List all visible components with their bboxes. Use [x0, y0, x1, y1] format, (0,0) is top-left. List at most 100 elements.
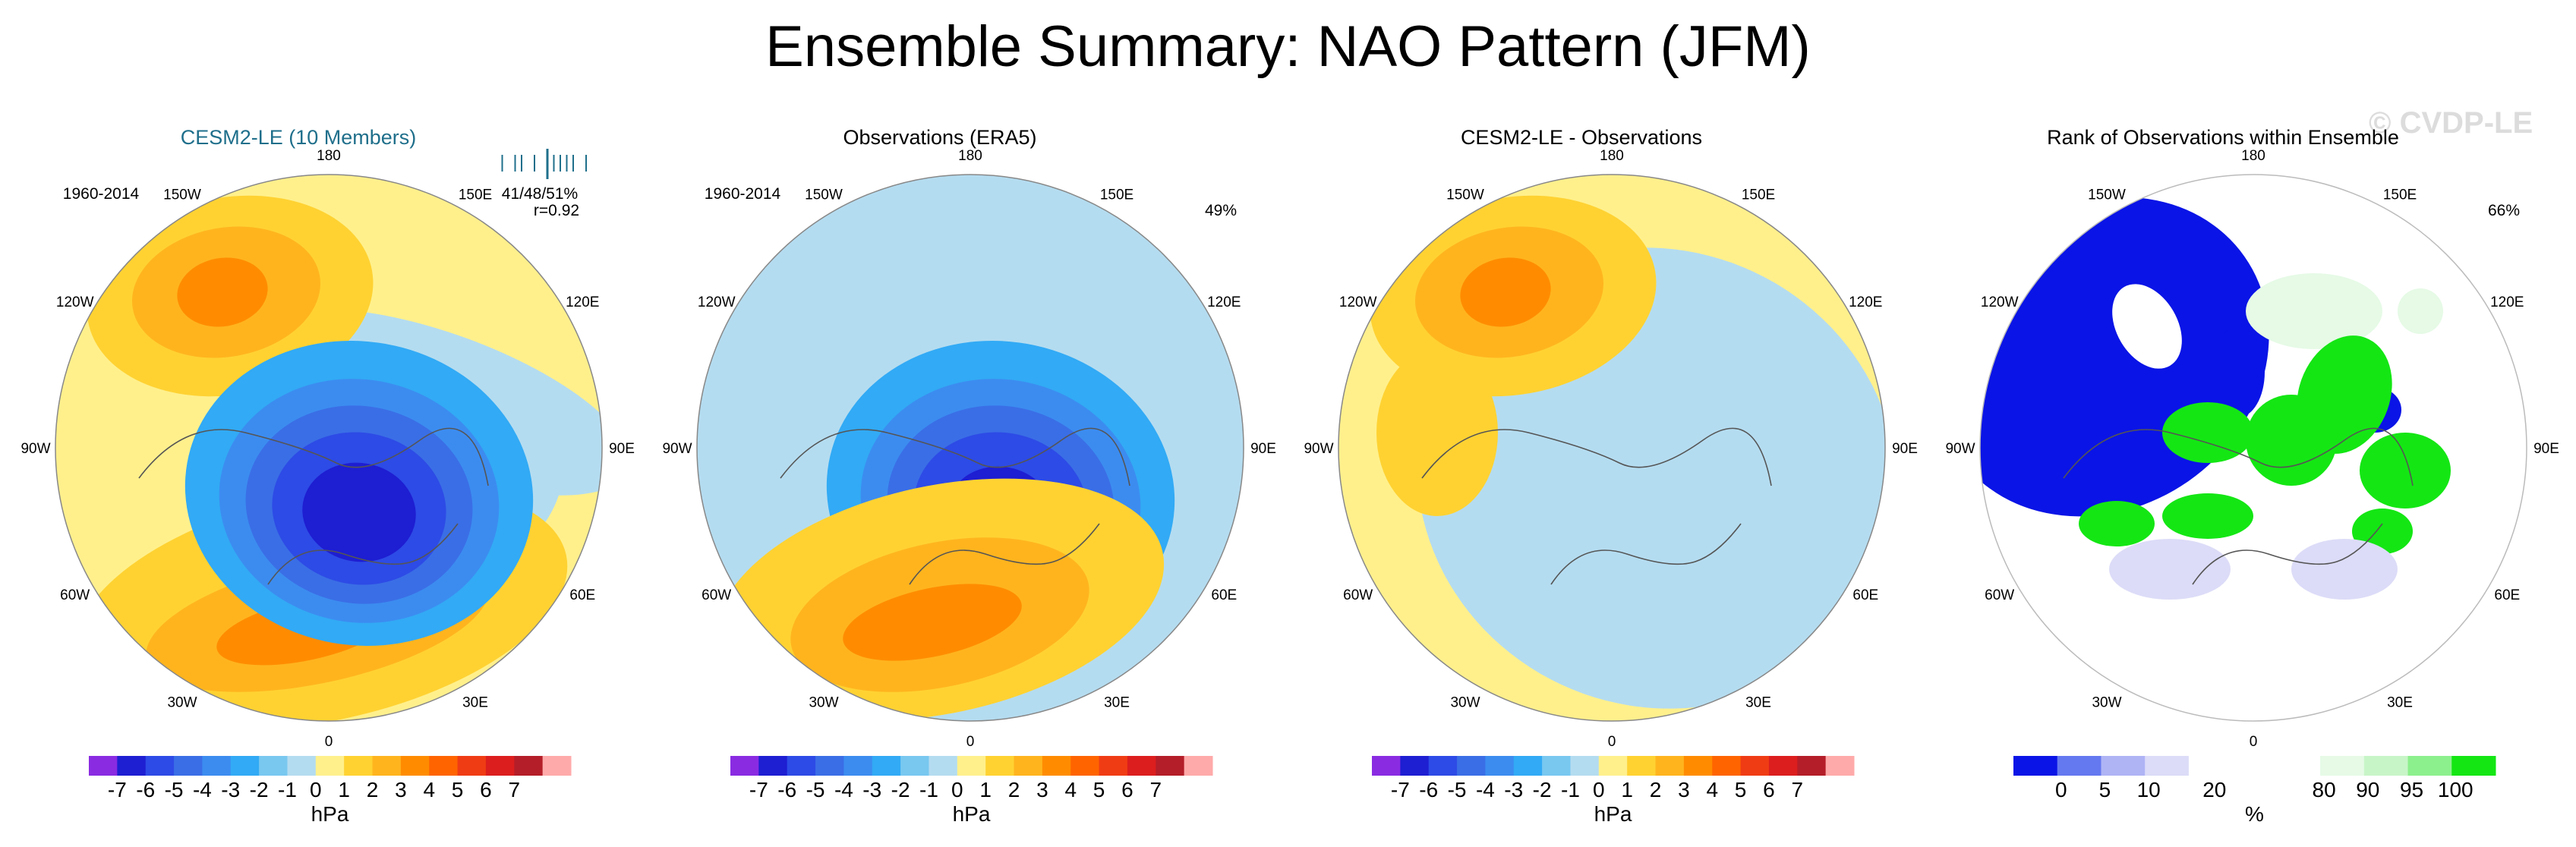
colorbar-tick-label: -5 [1448, 778, 1467, 801]
colorbar-swatch [344, 756, 374, 776]
contour-blob [843, 584, 1022, 661]
colorbar-tick-label: 1 [338, 778, 350, 801]
colorbar-swatch [815, 756, 844, 776]
longitude-label: 180 [958, 148, 982, 164]
rank-patch [2291, 539, 2398, 600]
longitude-label: 30E [2387, 694, 2413, 710]
longitude-label: 180 [1600, 148, 1624, 164]
longitude-label: 150E [1742, 187, 1775, 203]
colorbar-tick-label: 7 [509, 778, 521, 801]
contour-blob [1460, 257, 1551, 327]
longitude-label: 180 [317, 148, 341, 164]
colorbar-swatch [2363, 756, 2409, 776]
rank-patch [2212, 326, 2265, 417]
colorbar-swatch [230, 756, 260, 776]
contour-blob [302, 462, 416, 562]
coastline [267, 523, 459, 585]
longitude-label: 120W [1339, 294, 1377, 310]
colorbar-tick-label: -3 [221, 778, 240, 801]
longitude-label: 60E [1211, 587, 1237, 603]
longitude-label: 60E [569, 587, 595, 603]
colorbar-swatch [514, 756, 544, 776]
colorbar-tick-label: 3 [1678, 778, 1690, 801]
longitude-label: 150E [2383, 187, 2417, 203]
colorbar-tick-label: -5 [806, 778, 825, 801]
longitude-label: 120W [698, 294, 736, 310]
colorbar-tick-label: 6 [1763, 778, 1775, 801]
map-panel-4: 180 150E 120E 90E 60E 30E 0 30W 60W 90W 120W 150W Ra… [1945, 126, 2559, 826]
colorbar-swatch [1683, 756, 1713, 776]
coastline [2192, 523, 2383, 585]
colorbar-tick-label: -1 [1561, 778, 1580, 801]
colorbar-swatch [2232, 756, 2277, 776]
colorbar-swatch [542, 756, 572, 776]
colorbar-tick-label: -2 [891, 778, 910, 801]
colorbar-tick-label: -5 [165, 778, 184, 801]
colorbar-swatch [117, 756, 147, 776]
longitude-label: 90W [662, 441, 692, 457]
colorbar-swatch [985, 756, 1015, 776]
panel-period: 1960-2014 [63, 185, 140, 203]
colorbar-swatch [843, 756, 873, 776]
colorbar-tick-label: -4 [834, 778, 853, 801]
colorbar-swatch [315, 756, 345, 776]
map-field [697, 197, 1198, 721]
colorbar-swatch [1768, 756, 1798, 776]
colorbar-tick-label: 2 [1008, 778, 1020, 801]
panel-stat: 49% [1205, 202, 1237, 219]
colorbar-swatch [1655, 756, 1685, 776]
colorbar-tick-label: 20 [2202, 778, 2226, 801]
colorbar-swatch [1513, 756, 1543, 776]
colorbar-tick-label: -3 [1504, 778, 1523, 801]
colorbar-swatch [2013, 756, 2058, 776]
colorbar-swatch [957, 756, 986, 776]
colorbar-swatch [1598, 756, 1628, 776]
colorbar-tick-label: 3 [1036, 778, 1048, 801]
colorbar-swatch [2407, 756, 2452, 776]
colorbar-tick-label: 7 [1150, 778, 1162, 801]
colorbar-swatch [89, 756, 118, 776]
colorbar-swatch [145, 756, 175, 776]
colorbar-tick-label: -7 [1391, 778, 1410, 801]
longitude-label: 150E [459, 187, 492, 203]
colorbar-swatch [2276, 756, 2321, 776]
map-border [1979, 174, 2527, 722]
longitude-label: 120E [566, 294, 599, 310]
coastline [909, 523, 1100, 585]
colorbar-tick-label: 10 [2137, 778, 2161, 801]
colorbar-tick-label: -1 [278, 778, 297, 801]
colorbar-tick-label: 100 [2438, 778, 2474, 801]
colorbar-swatch [457, 756, 487, 776]
colorbar-tick-label: 5 [2099, 778, 2111, 801]
colorbar-tick-label: 4 [423, 778, 435, 801]
colorbar-swatch [787, 756, 816, 776]
colorbar-tick-label: 90 [2356, 778, 2379, 801]
colorbar-tick-label: 4 [1064, 778, 1077, 801]
map-border [55, 174, 603, 722]
map-border [1338, 174, 1886, 722]
rank-patch [2360, 433, 2451, 509]
colorbar-swatch [202, 756, 232, 776]
longitude-label: 90W [1945, 441, 1975, 457]
colorbar-swatch [2188, 756, 2234, 776]
colorbar-swatch [2057, 756, 2101, 776]
colorbar-tick-label: 0 [951, 778, 963, 801]
colorbar-tick-label: 1 [979, 778, 992, 801]
colorbar-swatch [259, 756, 288, 776]
colorbar-tick-label: -7 [749, 778, 768, 801]
longitude-label: 30E [1104, 694, 1130, 710]
colorbar-tick-label: 0 [310, 778, 322, 801]
longitude-label: 180 [2241, 148, 2265, 164]
colorbar-swatch [1156, 756, 1185, 776]
longitude-label: 120W [1981, 294, 2019, 310]
colorbar-swatch [400, 756, 430, 776]
colorbar-swatch [429, 756, 459, 776]
watermark: © CVDP-LE [2369, 106, 2533, 140]
longitude-label: 0 [966, 734, 975, 750]
colorbar-tick-label: -2 [1533, 778, 1552, 801]
panel-title: CESM2-LE (10 Members) [181, 126, 417, 149]
colorbar-tick-label: 1 [1621, 778, 1633, 801]
map-field [74, 195, 602, 721]
longitude-label: 30E [1745, 694, 1771, 710]
rank-patch [2162, 493, 2253, 539]
